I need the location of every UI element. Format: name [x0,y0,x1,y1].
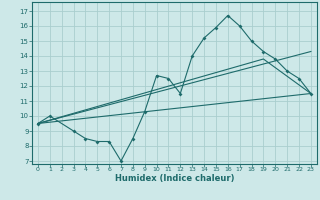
X-axis label: Humidex (Indice chaleur): Humidex (Indice chaleur) [115,174,234,183]
